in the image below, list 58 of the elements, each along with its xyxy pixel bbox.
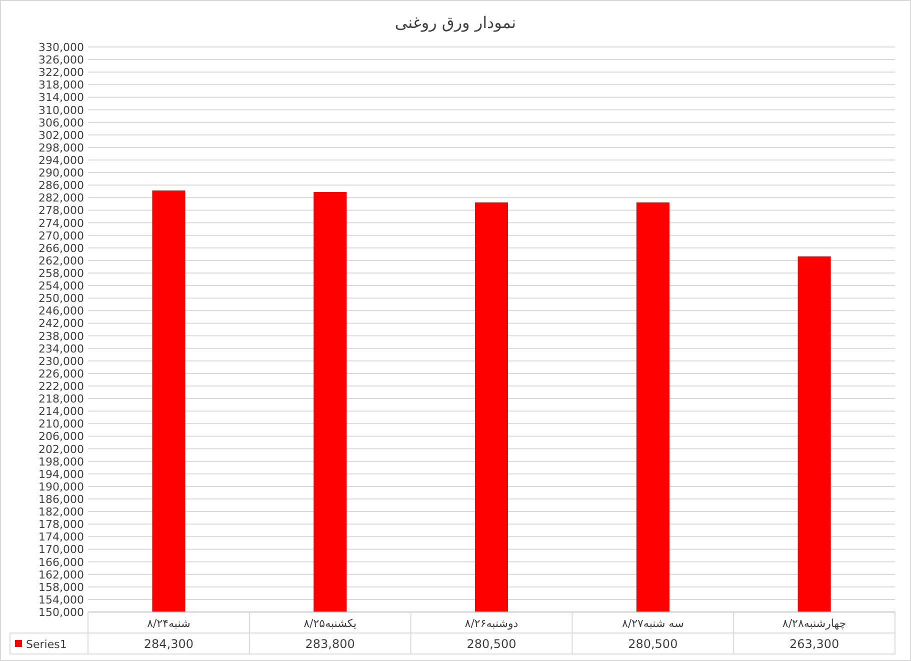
y-tick-label: 170,000	[38, 543, 84, 556]
x-tick-label: چهارشنبه۸/۲۸	[782, 617, 846, 630]
y-tick-label: 186,000	[38, 493, 84, 506]
y-tick-label: 246,000	[38, 304, 84, 318]
y-tick-label: 198,000	[38, 455, 84, 468]
y-tick-label: 314,000	[38, 91, 84, 104]
y-tick-label: 326,000	[38, 54, 84, 67]
y-tick-label: 266,000	[38, 242, 84, 255]
y-tick-label: 154,000	[38, 593, 84, 606]
y-tick-label: 230,000	[38, 354, 84, 368]
y-tick-label: 174,000	[38, 530, 84, 544]
chart-title: نمودار ورق روغنی	[394, 13, 516, 32]
y-tick-label: 162,000	[38, 568, 84, 582]
y-tick-label: 290,000	[38, 166, 84, 180]
y-tick-label: 238,000	[38, 330, 84, 343]
data-label: 284,300	[144, 637, 194, 651]
y-tick-label: 222,000	[38, 380, 84, 393]
x-tick-label: یکشنبه۸/۲۵	[304, 617, 357, 630]
y-tick-label: 214,000	[38, 405, 84, 418]
y-tick-label: 278,000	[38, 204, 84, 218]
y-tick-label: 178,000	[38, 518, 84, 532]
y-tick-label: 150,000	[38, 606, 84, 619]
data-label: 283,800	[305, 637, 355, 651]
y-tick-label: 270,000	[38, 229, 84, 242]
data-label: 280,500	[466, 637, 516, 651]
y-tick-label: 254,000	[38, 280, 84, 293]
y-tick-label: 318,000	[38, 78, 84, 92]
y-tick-label: 258,000	[38, 267, 84, 280]
data-label: 280,500	[628, 637, 678, 651]
y-tick-label: 310,000	[38, 104, 84, 117]
data-label: 263,300	[789, 637, 840, 651]
legend-label: Series1	[26, 638, 67, 651]
y-tick-label: 226,000	[38, 367, 84, 380]
y-tick-label: 218,000	[38, 392, 84, 406]
y-tick-label: 194,000	[38, 468, 84, 481]
y-tick-label: 190,000	[38, 480, 84, 494]
y-tick-label: 250,000	[38, 292, 84, 306]
y-tick-label: 206,000	[38, 430, 84, 444]
y-tick-label: 210,000	[38, 418, 84, 431]
y-tick-label: 298,000	[38, 141, 84, 154]
y-tick-label: 158,000	[38, 580, 84, 594]
y-tick-label: 322,000	[38, 66, 84, 80]
y-tick-label: 242,000	[38, 317, 84, 330]
y-tick-label: 282,000	[38, 192, 84, 205]
y-tick-label: 166,000	[38, 556, 84, 569]
x-tick-label: سه شنبه۸/۲۷	[622, 617, 684, 630]
x-tick-label: شنبه۸/۲۴	[147, 617, 190, 630]
y-tick-label: 302,000	[38, 128, 84, 142]
y-tick-label: 330,000	[38, 41, 84, 54]
y-tick-label: 182,000	[38, 506, 84, 519]
y-tick-label: 274,000	[38, 216, 84, 230]
y-tick-label: 306,000	[38, 116, 84, 130]
y-tick-label: 294,000	[38, 154, 84, 167]
x-tick-label: دوشنبه۸/۲۶	[464, 617, 518, 630]
y-tick-label: 262,000	[38, 254, 84, 268]
y-tick-label: 286,000	[38, 179, 84, 192]
y-tick-label: 234,000	[38, 342, 84, 356]
y-tick-label: 202,000	[38, 442, 84, 456]
